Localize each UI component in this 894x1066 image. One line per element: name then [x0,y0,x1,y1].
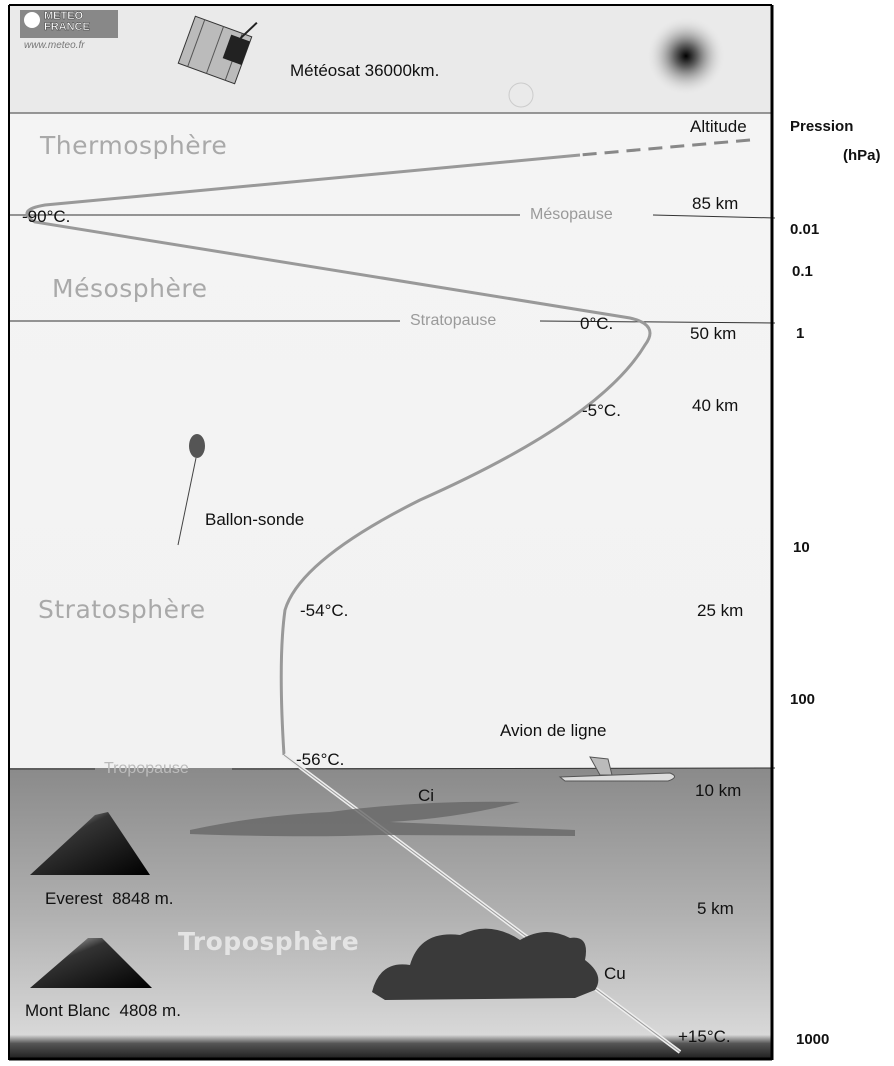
pressure-unit: (hPa) [843,147,881,164]
altitude-label: 85 km [692,194,739,213]
temperature-label: -56°C. [296,750,345,769]
pressure-title: Pression [790,118,854,135]
plane-label: Avion de ligne [500,721,607,740]
pressure-label: 10 [793,539,810,556]
temperature-curve-troposphere [283,754,681,1053]
logo-text: FRANCE [44,21,90,33]
tropopause-line [231,767,776,770]
altitude-label: 10 km [695,781,742,800]
temperature-label: -54°C. [300,601,349,620]
altitude-label: 40 km [692,396,739,415]
pressure-label: 1 [796,325,805,342]
everest-label: Everest 8848 m. [45,889,174,908]
plane [558,756,675,782]
halo [508,82,534,108]
balloon [189,434,205,458]
temperature-label: -90°C. [22,207,71,226]
logo-text: METEO [44,10,84,22]
temperature-label: -5°C. [582,401,621,420]
stratopause-line [539,320,776,324]
temperature-curve [25,153,652,756]
mesopause-line [652,214,776,219]
cumulus-label: Cu [604,964,626,983]
temperature-label: +15°C. [678,1027,731,1046]
mont-blanc-mountain [30,938,152,988]
altitude-label: 5 km [697,899,734,918]
mont-blanc-label: Mont Blanc 4808 m. [25,1001,181,1020]
sun [646,16,726,96]
temperature-label: 0°C. [580,314,614,333]
pressure-label: 100 [790,691,816,708]
boundary-label: Stratopause [410,312,497,329]
layer-name: Thermosphère [40,131,228,160]
everest-mountain [30,812,150,875]
boundary-label: Tropopause [104,760,189,777]
pressure-label: 0.01 [790,221,820,238]
cumulus-cloud [372,928,599,1000]
temperature-curve-dashed [579,138,751,157]
layer-name: Mésosphère [52,274,208,303]
altitude-title: Altitude [690,117,747,136]
balloon-label: Ballon-sonde [205,510,305,529]
altitude-label: 50 km [690,324,737,343]
logo-symbol [24,12,40,28]
pressure-label: 0.1 [792,263,813,280]
balloon-string [177,457,197,546]
space-band [10,5,772,113]
satellite [177,15,258,85]
cirrus-cloud [190,801,575,837]
boundary-label: Mésopause [530,206,613,223]
satellite-label: Météosat 36000km. [290,61,440,80]
logo-url: www.meteo.fr [24,40,85,51]
layer-name: Troposphère [178,927,360,956]
altitude-label: 25 km [697,601,744,620]
pressure-label: 1000 [796,1031,830,1048]
cirrus-label: Ci [418,786,435,805]
layer-name: Stratosphère [38,595,206,624]
